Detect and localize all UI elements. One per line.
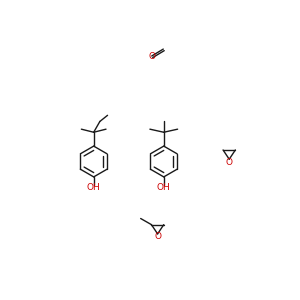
Text: OH: OH bbox=[87, 183, 100, 192]
Text: OH: OH bbox=[157, 183, 171, 192]
Text: O: O bbox=[226, 158, 233, 167]
Text: O: O bbox=[154, 232, 161, 242]
Text: O: O bbox=[149, 52, 156, 61]
